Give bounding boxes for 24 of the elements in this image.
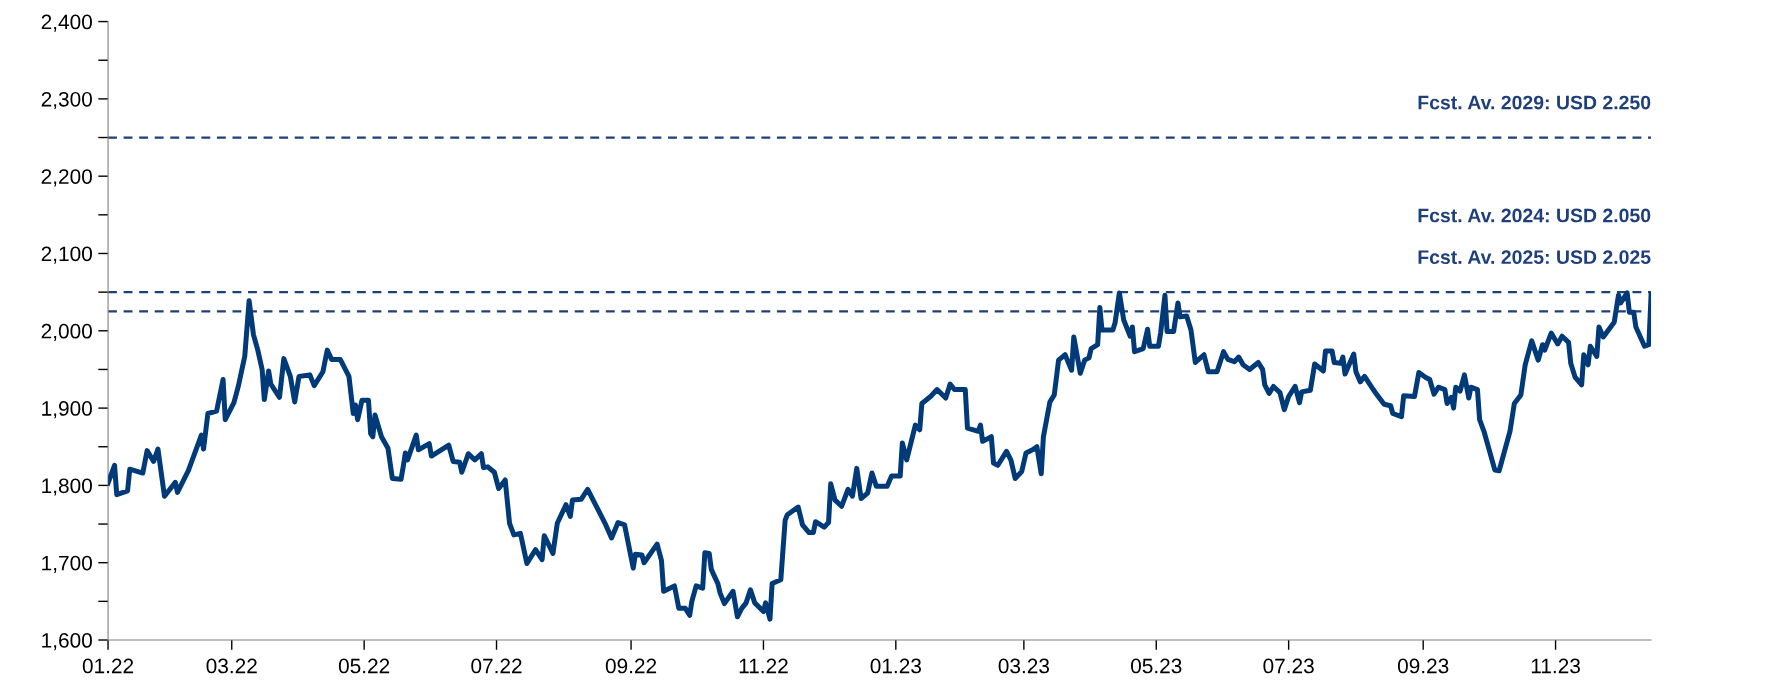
y-tick-label: 2,100 <box>41 246 92 264</box>
y-tick-label: 1,700 <box>42 555 92 573</box>
y-tick-label: 1,900 <box>42 401 92 419</box>
y-tick-label: 1,800 <box>42 478 92 496</box>
x-tick-label: 07.23 <box>1263 658 1314 674</box>
x-tick-label: 11.22 <box>739 658 788 674</box>
x-tick-label: 01.22 <box>82 658 134 674</box>
x-tick-label: 09.23 <box>1397 658 1449 674</box>
y-tick-label: 2,000 <box>41 323 92 342</box>
y-tick-label: 1,600 <box>42 633 92 651</box>
x-tick-label: 05.23 <box>1131 658 1182 674</box>
ref-line-label: Fcst. Av. 2029: USD 2.250 <box>1418 95 1651 110</box>
y-tick-label: 2,300 <box>41 91 92 110</box>
x-tick-label: 01.23 <box>870 658 921 674</box>
x-tick-label: 03.22 <box>206 658 257 674</box>
y-tick-label: 2,400 <box>41 14 92 32</box>
x-tick-label: 09.22 <box>605 658 657 674</box>
x-tick-label: 03.23 <box>998 658 1050 674</box>
ref-line-label: Fcst. Av. 2025: USD 2.025 <box>1418 250 1651 265</box>
y-tick-label: 2,200 <box>41 169 92 187</box>
ref-line-label: Fcst. Av. 2024: USD 2.050 <box>1418 208 1651 223</box>
x-tick-label: 11.23 <box>1531 658 1580 674</box>
x-tick-label: 07.22 <box>471 658 522 674</box>
x-tick-label: 05.22 <box>338 658 390 674</box>
